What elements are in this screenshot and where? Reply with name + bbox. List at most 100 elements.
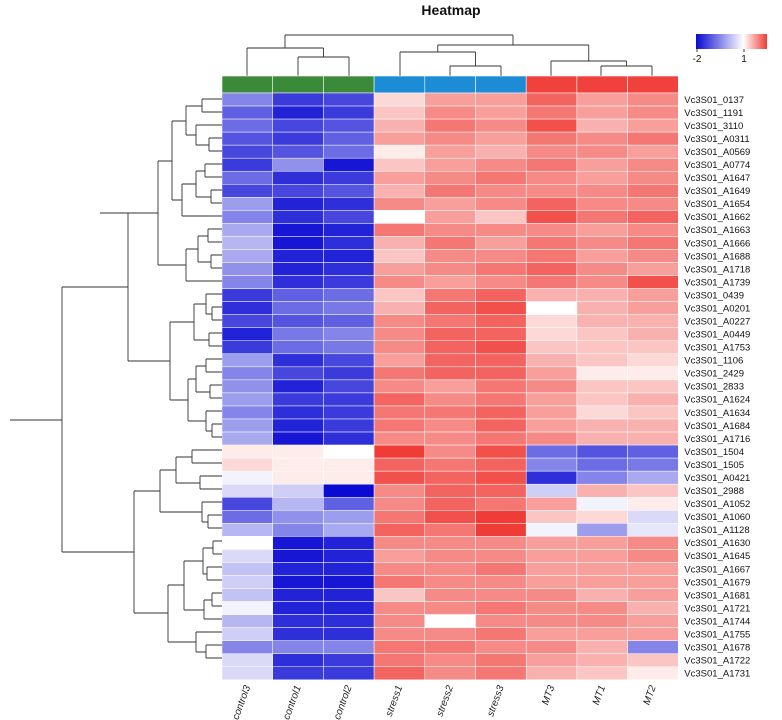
heatmap-cell xyxy=(576,575,628,589)
heatmap-cell xyxy=(323,144,375,159)
heatmap-cell xyxy=(525,353,578,368)
row-label: Vc3S01_A1128 xyxy=(684,525,749,536)
heatmap-cell xyxy=(576,249,628,263)
heatmap-cell xyxy=(424,223,476,237)
heatmap-cell xyxy=(627,144,679,159)
column-group-bar xyxy=(221,75,679,94)
heatmap-cell xyxy=(373,653,426,668)
heatmap-cell xyxy=(272,536,324,550)
heatmap-cell xyxy=(525,457,578,472)
heatmap-cell xyxy=(627,105,679,120)
heatmap-cell xyxy=(627,314,679,328)
heatmap-cell xyxy=(221,444,273,459)
heatmap-cell xyxy=(475,249,527,263)
heatmap-cell xyxy=(373,210,426,224)
heatmap-cell xyxy=(323,640,375,654)
heatmap-cell xyxy=(373,92,426,107)
heatmap-cell xyxy=(627,131,679,146)
heatmap-cell xyxy=(272,601,324,615)
heatmap-cell xyxy=(627,157,679,172)
heatmap-cell xyxy=(272,366,324,381)
heatmap-cell xyxy=(475,588,527,602)
heatmap-cell xyxy=(221,210,273,224)
row-label: Vc3S01_1106 xyxy=(684,356,743,367)
heatmap-cell xyxy=(475,392,527,407)
heatmap-cell xyxy=(323,562,375,576)
heatmap-cell xyxy=(424,366,476,381)
heatmap-cell xyxy=(576,444,628,459)
heatmap-cell xyxy=(627,418,679,433)
heatmap-cell xyxy=(627,640,679,654)
heatmap-cell xyxy=(627,549,679,563)
heatmap-cell xyxy=(627,210,679,224)
heatmap-cell xyxy=(627,249,679,263)
row-label: Vc3S01_A1645 xyxy=(684,551,750,562)
heatmap-cell xyxy=(272,105,324,120)
heatmap-cell xyxy=(525,262,578,276)
heatmap-cell xyxy=(373,496,426,511)
heatmap-cell xyxy=(221,131,273,146)
column-dendrogram-branches xyxy=(246,34,653,76)
row-label: Vc3S01_A1630 xyxy=(684,538,750,549)
heatmap-cell xyxy=(576,144,628,159)
heatmap-cell xyxy=(373,627,426,641)
heatmap-cell xyxy=(475,575,527,589)
heatmap-cell xyxy=(424,131,476,146)
heatmap-cell xyxy=(475,105,527,120)
row-label: Vc3S01_A1731 xyxy=(684,669,750,680)
heatmap-cell xyxy=(424,170,476,185)
legend-gradient-bar xyxy=(696,34,767,49)
heatmap-cell xyxy=(627,653,679,668)
heatmap-cell xyxy=(424,510,476,524)
heatmap-cell xyxy=(323,275,375,289)
heatmap-cell xyxy=(627,92,679,107)
row-label: Vc3S01_A1718 xyxy=(684,264,750,275)
heatmap-cell xyxy=(221,666,273,681)
heatmap-cell xyxy=(373,236,426,250)
heatmap-cell xyxy=(525,366,578,381)
heatmap-cell xyxy=(576,288,628,302)
heatmap-cell xyxy=(525,249,578,263)
row-label: Vc3S01_A1647 xyxy=(684,173,750,184)
heatmap-cell xyxy=(424,275,476,289)
heatmap-cell xyxy=(475,379,527,394)
heatmap-cell xyxy=(475,92,527,107)
heatmap-cell xyxy=(272,327,324,342)
heatmap-cell xyxy=(525,197,578,211)
heatmap-cell xyxy=(272,392,324,407)
group-cell-MT xyxy=(525,75,578,94)
heatmap-cell xyxy=(373,536,426,550)
heatmap-cell xyxy=(525,523,578,537)
heatmap-cell xyxy=(221,327,273,342)
heatmap-cell xyxy=(525,223,578,237)
heatmap-cell xyxy=(475,131,527,146)
heatmap-cell xyxy=(272,210,324,224)
heatmap-cell xyxy=(272,666,324,681)
heatmap-cell xyxy=(373,405,426,420)
heatmap-cell xyxy=(373,523,426,537)
column-label: stress3 xyxy=(485,684,507,718)
heatmap-cell xyxy=(221,575,273,589)
heatmap-cell xyxy=(424,575,476,589)
heatmap-cell xyxy=(627,601,679,615)
row-labels: Vc3S01_0137 Vc3S01_1191 Vc3S01_3110 Vc3S01_… xyxy=(684,95,750,680)
heatmap-cell xyxy=(475,614,527,628)
heatmap-cell xyxy=(475,405,527,420)
heatmap-cell xyxy=(576,523,628,537)
heatmap-cell xyxy=(323,118,375,133)
heatmap-cell xyxy=(272,653,324,668)
heatmap-cell xyxy=(525,627,578,641)
heatmap-cell xyxy=(424,392,476,407)
heatmap-cell xyxy=(475,314,527,328)
group-cell-stress xyxy=(424,75,476,94)
heatmap-cell xyxy=(475,483,527,498)
heatmap-cell xyxy=(221,118,273,133)
heatmap-cell xyxy=(525,666,578,681)
heatmap-cell xyxy=(373,562,426,576)
heatmap-cell xyxy=(475,184,527,198)
heatmap-cell xyxy=(627,405,679,420)
heatmap-cell xyxy=(221,640,273,654)
heatmap-cell xyxy=(373,197,426,211)
heatmap-cell xyxy=(373,157,426,172)
